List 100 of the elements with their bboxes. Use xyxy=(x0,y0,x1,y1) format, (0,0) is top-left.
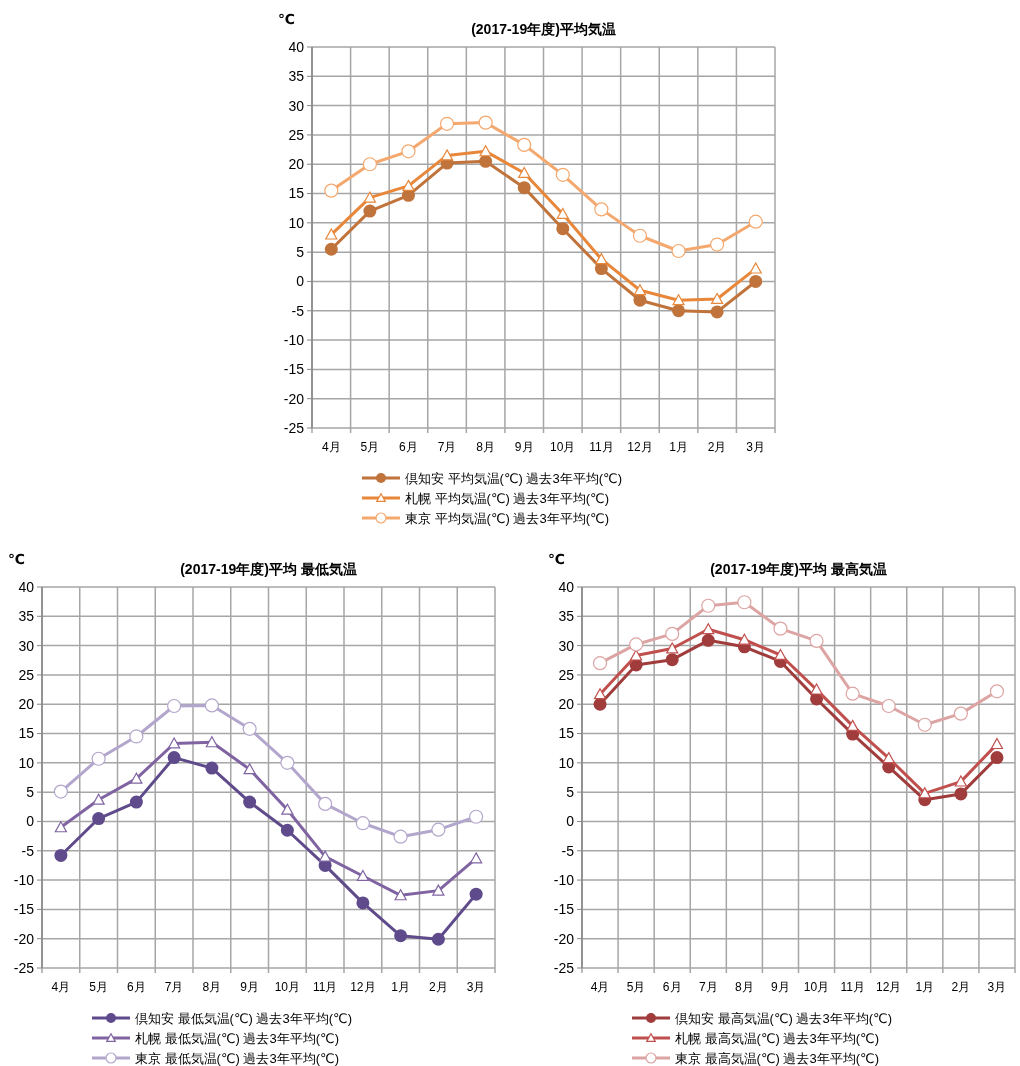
point xyxy=(243,795,257,809)
point xyxy=(479,154,493,168)
chart-title: (2017-19年度)平均 最低気温 xyxy=(180,561,357,577)
point xyxy=(394,929,408,943)
point xyxy=(167,698,182,714)
point xyxy=(355,816,370,831)
y-tick-label: 10 xyxy=(18,754,35,771)
point xyxy=(881,698,896,714)
y-tick-label: -20 xyxy=(553,930,575,947)
y-tick-label: 5 xyxy=(296,244,305,261)
y-tick-label: -5 xyxy=(21,842,35,859)
point xyxy=(440,149,454,161)
y-axis-title: ℃ xyxy=(548,551,565,567)
legend-label: 札幌 平均気温(℃) 過去3年平均(℃) xyxy=(405,490,609,506)
y-tick-label: 15 xyxy=(288,185,305,202)
point xyxy=(167,751,181,765)
point xyxy=(710,237,725,252)
point xyxy=(593,688,607,700)
legend-label: 倶知安 最低気温(℃) 過去3年平均(℃) xyxy=(135,1010,352,1026)
y-tick-label: 25 xyxy=(558,666,575,683)
y-tick-label: 30 xyxy=(558,637,575,654)
point xyxy=(401,144,416,159)
point xyxy=(556,222,570,236)
y-tick-label: -5 xyxy=(561,842,575,859)
y-tick-label: 10 xyxy=(558,754,575,771)
point xyxy=(356,896,370,910)
point xyxy=(629,637,644,652)
x-tick-label: 2月 xyxy=(429,980,448,994)
point xyxy=(748,214,763,229)
point xyxy=(632,228,648,243)
point xyxy=(53,784,68,799)
y-tick-label: 15 xyxy=(558,725,575,742)
point xyxy=(711,292,724,305)
x-tick-label: 7月 xyxy=(698,980,718,994)
y-tick-label: 5 xyxy=(26,784,35,801)
point xyxy=(54,848,68,862)
y-tick-label: 25 xyxy=(18,666,35,683)
point xyxy=(469,887,483,901)
point xyxy=(92,793,105,805)
x-tick-label: 3月 xyxy=(466,980,486,994)
legend-label: 札幌 最高気温(℃) 過去3年平均(℃) xyxy=(675,1030,879,1046)
point xyxy=(517,181,531,195)
point xyxy=(517,137,532,152)
point xyxy=(701,633,715,647)
point xyxy=(774,648,787,661)
point xyxy=(243,763,256,775)
x-tick-label: 4月 xyxy=(590,980,610,994)
x-tick-label: 2月 xyxy=(707,440,727,454)
x-tick-label: 9月 xyxy=(771,980,790,994)
point xyxy=(280,823,294,837)
y-tick-label: 20 xyxy=(558,696,575,713)
x-tick-label: 7月 xyxy=(437,440,457,454)
x-tick-label: 12月 xyxy=(627,440,653,454)
point xyxy=(91,751,106,766)
point xyxy=(702,623,715,635)
x-tick-label: 6月 xyxy=(662,980,682,994)
point xyxy=(129,729,144,744)
point xyxy=(431,932,445,946)
point xyxy=(633,284,647,296)
point xyxy=(773,621,788,636)
y-tick-label: 35 xyxy=(558,608,575,625)
point xyxy=(325,228,338,240)
x-tick-label: 8月 xyxy=(735,980,754,994)
x-tick-label: 3月 xyxy=(746,440,766,454)
x-tick-label: 9月 xyxy=(514,440,534,454)
point xyxy=(242,721,257,736)
legend-label: 倶知安 平均気温(℃) 過去3年平均(℃) xyxy=(405,470,622,486)
point xyxy=(671,243,686,259)
point xyxy=(518,166,531,179)
x-tick-label: 9月 xyxy=(240,980,259,994)
point xyxy=(990,737,1004,750)
x-tick-label: 11月 xyxy=(840,980,865,994)
point xyxy=(710,305,724,319)
point xyxy=(665,626,680,641)
x-tick-label: 8月 xyxy=(202,980,222,994)
point xyxy=(319,850,332,862)
point xyxy=(595,253,608,265)
point xyxy=(205,736,218,748)
point xyxy=(363,191,376,203)
point xyxy=(672,304,686,318)
y-tick-label: 5 xyxy=(566,784,575,801)
x-tick-label: 10月 xyxy=(274,980,301,994)
y-tick-label: 10 xyxy=(288,214,305,231)
point xyxy=(882,752,895,764)
x-tick-label: 2月 xyxy=(951,980,971,994)
point xyxy=(954,787,968,801)
y-tick-label: -15 xyxy=(553,901,575,918)
x-tick-label: 1月 xyxy=(391,980,410,994)
point xyxy=(439,116,455,131)
legend-label: 東京 平均気温(℃) 過去3年平均(℃) xyxy=(405,510,609,526)
x-tick-label: 12月 xyxy=(876,980,902,994)
point xyxy=(846,719,859,731)
y-tick-label: 30 xyxy=(18,637,35,654)
point xyxy=(665,653,679,667)
point xyxy=(470,852,483,864)
y-tick-label: -20 xyxy=(283,390,305,407)
y-tick-label: -10 xyxy=(13,871,35,888)
point xyxy=(205,761,219,775)
legend-label: 倶知安 最高気温(℃) 過去3年平均(℃) xyxy=(675,1010,892,1026)
point xyxy=(989,684,1005,699)
